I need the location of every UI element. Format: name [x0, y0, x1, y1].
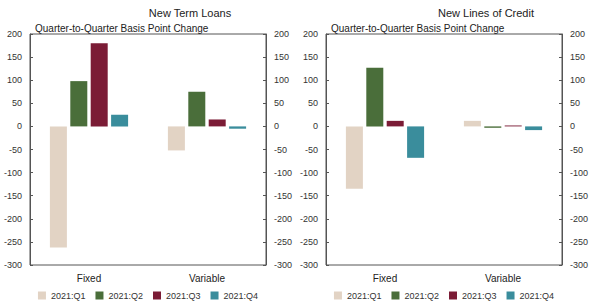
svg-text:-150: -150	[300, 191, 318, 201]
svg-text:2021:Q4: 2021:Q4	[224, 291, 259, 301]
svg-text:-200: -200	[274, 214, 292, 224]
svg-text:2021:Q2: 2021:Q2	[404, 291, 439, 301]
svg-text:New Term Loans: New Term Loans	[149, 7, 232, 19]
svg-text:-200: -200	[300, 214, 318, 224]
svg-text:200: 200	[274, 29, 289, 39]
svg-text:-300: -300	[570, 260, 588, 270]
svg-text:Variable: Variable	[189, 273, 225, 284]
svg-text:-150: -150	[570, 191, 588, 201]
svg-text:50: 50	[570, 98, 580, 108]
svg-text:-50: -50	[305, 145, 318, 155]
svg-text:200: 200	[303, 29, 318, 39]
svg-text:2021:Q3: 2021:Q3	[166, 291, 201, 301]
svg-text:-250: -250	[274, 237, 292, 247]
svg-text:150: 150	[303, 52, 318, 62]
svg-text:Quarter-to-Quarter Basis Point: Quarter-to-Quarter Basis Point Change	[35, 23, 209, 34]
svg-text:150: 150	[570, 52, 585, 62]
svg-text:-250: -250	[570, 237, 588, 247]
svg-text:100: 100	[274, 75, 289, 85]
svg-text:-100: -100	[274, 168, 292, 178]
svg-text:2021:Q2: 2021:Q2	[108, 291, 143, 301]
svg-text:150: 150	[274, 52, 289, 62]
svg-text:200: 200	[570, 29, 585, 39]
svg-text:-300: -300	[4, 260, 22, 270]
svg-text:-150: -150	[4, 191, 22, 201]
svg-text:-200: -200	[570, 214, 588, 224]
svg-text:2021:Q3: 2021:Q3	[462, 291, 497, 301]
svg-text:100: 100	[570, 75, 585, 85]
svg-text:-300: -300	[274, 260, 292, 270]
svg-text:-50: -50	[570, 145, 583, 155]
svg-text:Quarter-to-Quarter Basis Point: Quarter-to-Quarter Basis Point Change	[331, 23, 505, 34]
svg-text:0: 0	[570, 121, 575, 131]
svg-text:-200: -200	[4, 214, 22, 224]
svg-text:-300: -300	[300, 260, 318, 270]
svg-text:2021:Q4: 2021:Q4	[520, 291, 555, 301]
svg-text:-100: -100	[4, 168, 22, 178]
svg-text:0: 0	[313, 121, 318, 131]
svg-text:-100: -100	[570, 168, 588, 178]
svg-text:100: 100	[303, 75, 318, 85]
svg-text:-50: -50	[274, 145, 287, 155]
svg-text:Fixed: Fixed	[77, 273, 101, 284]
svg-text:Variable: Variable	[485, 273, 521, 284]
svg-text:-150: -150	[274, 191, 292, 201]
svg-text:-100: -100	[300, 168, 318, 178]
svg-text:200: 200	[7, 29, 22, 39]
svg-text:50: 50	[308, 98, 318, 108]
svg-text:-50: -50	[9, 145, 22, 155]
svg-text:0: 0	[274, 121, 279, 131]
svg-text:50: 50	[274, 98, 284, 108]
svg-text:-250: -250	[4, 237, 22, 247]
svg-text:Fixed: Fixed	[373, 273, 397, 284]
svg-text:50: 50	[12, 98, 22, 108]
svg-text:2021:Q1: 2021:Q1	[347, 291, 382, 301]
svg-text:2021:Q1: 2021:Q1	[51, 291, 86, 301]
svg-text:-250: -250	[300, 237, 318, 247]
svg-text:0: 0	[17, 121, 22, 131]
svg-text:100: 100	[7, 75, 22, 85]
svg-text:New Lines of Credit: New Lines of Credit	[438, 7, 534, 19]
svg-text:150: 150	[7, 52, 22, 62]
